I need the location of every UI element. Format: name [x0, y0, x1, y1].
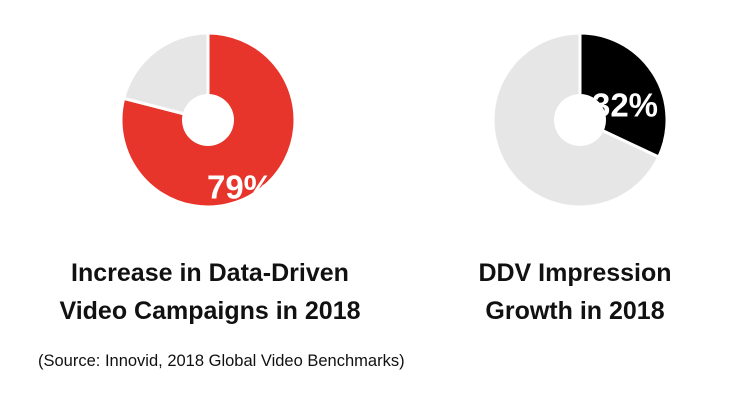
donut-hole — [554, 94, 606, 146]
percentage-label: 32% — [592, 87, 658, 124]
chart-title-ddv-impression-growth: DDV Impression Growth in 2018 — [415, 254, 735, 330]
source-caption: (Source: Innovid, 2018 Global Video Benc… — [38, 352, 405, 370]
percentage-label: 79% — [207, 169, 273, 206]
donut-chart-2: 32% — [491, 31, 669, 209]
chart-title-line: Video Campaigns in 2018 — [59, 297, 361, 325]
donut-hole — [182, 94, 234, 146]
chart-title-line: Growth in 2018 — [485, 297, 665, 325]
donut-slice-highlight — [119, 31, 297, 209]
donut-chart-1: 79% — [119, 31, 297, 209]
chart-title-line: DDV Impression — [478, 259, 672, 287]
chart-title-line: Increase in Data-Driven — [71, 259, 349, 287]
donut-slice-remainder — [121, 31, 210, 122]
chart-title-data-driven-campaigns: Increase in Data-Driven Video Campaigns … — [20, 254, 400, 330]
